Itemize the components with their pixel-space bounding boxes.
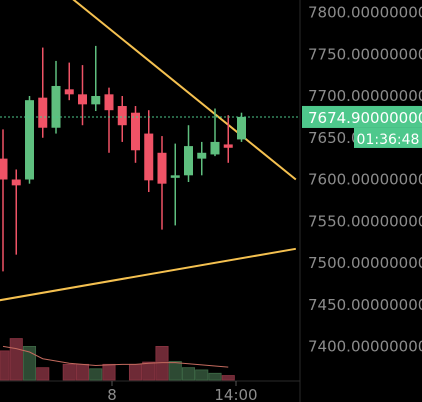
price-tags: 7674.90000000 01:36:48 [302,105,422,148]
candle-body [117,106,127,126]
candle-body [197,152,207,159]
candle-body [78,94,87,105]
countdown-tag [354,127,422,148]
volume-bar [181,367,196,381]
candle-body [144,133,154,181]
candle[interactable] [223,115,233,163]
candle-body [0,158,8,180]
candle-body [170,175,180,178]
y-tick-label: 7500.00000000 [308,254,422,272]
candle[interactable] [157,136,167,230]
y-tick-label: 7550.00000000 [308,212,422,230]
volume-layer [0,338,235,381]
candle[interactable] [38,47,48,138]
volume-bar [208,372,222,381]
y-tick-label: 7400.00000000 [308,338,422,356]
candle-body [104,94,114,111]
candle-body [11,179,21,186]
candle-body [38,97,48,128]
candle[interactable] [91,45,101,112]
y-tick-label: 7600.00000000 [308,171,422,189]
candle-body [91,96,101,105]
volume-bar [9,338,23,381]
candle-body [64,89,74,95]
candle[interactable] [64,62,74,101]
candle-body [25,100,34,180]
candle[interactable] [11,169,21,255]
candle[interactable] [51,60,61,134]
y-tick-label: 7700.00000000 [308,87,422,105]
candle[interactable] [237,112,246,142]
candle[interactable] [197,141,207,176]
candle-layer [0,45,246,272]
candle[interactable] [25,96,34,184]
candle[interactable] [104,87,114,153]
volume-bar [0,350,10,381]
volume-ma-line [2,345,229,368]
y-tick-label: 7750.00000000 [308,45,422,63]
volume-bar [22,345,37,381]
y-axis[interactable]: 7800.00000000 7750.00000000 7700.00000000 7… [308,4,422,356]
candle[interactable] [131,106,140,163]
x-tick-label: 8 [107,386,117,402]
candle-body [184,146,193,176]
volume-bar [75,363,90,381]
x-tick-label: 14:00 [214,386,257,402]
volume-bar [168,361,182,381]
current-price-label: 7674.90000000 [308,109,422,127]
candle-body [157,152,167,184]
candle[interactable] [0,129,8,272]
x-axis[interactable]: 8 14:00 [107,381,258,402]
candle-body [51,85,61,128]
candle-body [237,116,246,140]
grid-layer [0,0,301,402]
candle[interactable] [144,110,154,193]
volume-bar [62,363,76,381]
candle[interactable] [117,96,127,142]
current-price-tag [302,105,422,128]
candle-body [223,144,233,148]
candle[interactable] [78,65,87,126]
volume-bar [36,367,50,381]
y-tick-label: 7450.00000000 [308,296,422,314]
volume-bar [128,363,143,381]
y-tick-label: 7800.00000000 [308,4,422,22]
trendline[interactable] [0,247,296,302]
volume-bar [142,361,156,381]
candle[interactable] [184,125,193,183]
candle-body [131,112,140,151]
volume-bar [102,363,116,381]
volume-bar [89,368,103,381]
candle[interactable] [210,108,220,157]
candle[interactable] [170,143,180,226]
volume-bar [195,369,209,381]
volume-bar [221,375,235,381]
countdown-label: 01:36:48 [357,132,420,148]
candle-body [210,141,220,155]
